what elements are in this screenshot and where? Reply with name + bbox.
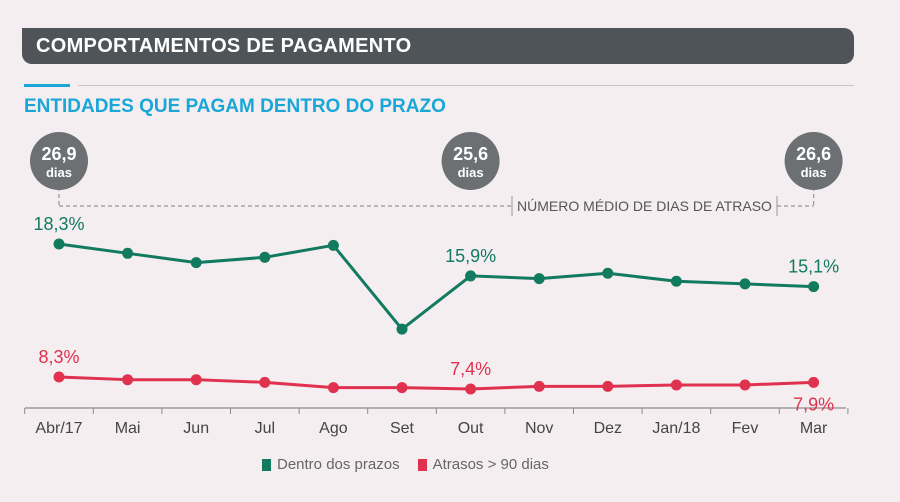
data-point-red bbox=[190, 374, 202, 386]
section-title: COMPORTAMENTOS DE PAGAMENTO bbox=[36, 34, 412, 57]
x-tick-label: Fev bbox=[732, 420, 759, 437]
x-tick-label: Mar bbox=[800, 420, 828, 437]
legend-swatch-red bbox=[417, 458, 427, 471]
data-point-green bbox=[739, 278, 751, 290]
series-line-red bbox=[58, 375, 814, 391]
data-point-green bbox=[465, 270, 477, 282]
data-point-red bbox=[259, 376, 271, 388]
avg-days-badge-1 bbox=[441, 132, 500, 190]
avg-days-badge-unit-1: dias bbox=[458, 165, 484, 180]
x-tick-label: Jun bbox=[183, 420, 209, 437]
data-point-red bbox=[808, 376, 820, 388]
x-tick-label: Dez bbox=[594, 420, 622, 437]
data-label-red: 7,9% bbox=[793, 394, 834, 414]
x-tick-label: Set bbox=[390, 420, 415, 437]
data-point-green bbox=[602, 267, 614, 279]
data-point-green bbox=[808, 281, 820, 293]
x-tick-label: Abr/17 bbox=[35, 420, 82, 437]
x-tick-label: Out bbox=[458, 420, 484, 437]
data-point-red bbox=[122, 374, 134, 386]
data-point-red bbox=[465, 383, 477, 395]
legend-swatch-green bbox=[262, 458, 271, 471]
series-line-green bbox=[58, 242, 814, 331]
chart-subtitle: ENTIDADES QUE PAGAM DENTRO DO PRAZO bbox=[24, 96, 446, 117]
x-tick-label: Jan/18 bbox=[652, 420, 700, 437]
section-header-bar: COMPORTAMENTOS DE PAGAMENTO bbox=[22, 28, 854, 64]
legend-item-red: Atrasos > 90 dias bbox=[417, 456, 549, 473]
x-tick-label: Ago bbox=[319, 420, 348, 437]
data-point-red bbox=[533, 380, 545, 392]
data-point-green bbox=[53, 238, 65, 250]
data-point-red bbox=[602, 380, 614, 392]
data-label-red: 8,3% bbox=[38, 347, 79, 367]
data-point-green bbox=[533, 273, 545, 285]
legend-label-green: Dentro dos prazos bbox=[277, 456, 400, 473]
avg-days-badge-value-2: 26,6 bbox=[796, 144, 831, 164]
x-tick-label: Jul bbox=[255, 420, 275, 437]
data-point-red bbox=[739, 379, 751, 391]
subtitle-rule bbox=[78, 85, 854, 86]
data-point-green bbox=[670, 275, 682, 287]
data-label-green: 15,9% bbox=[445, 246, 496, 266]
data-label-green: 18,3% bbox=[33, 214, 84, 234]
avg-days-badge-unit-0: dias bbox=[46, 165, 72, 180]
data-point-red bbox=[396, 382, 408, 394]
data-point-green bbox=[122, 247, 134, 259]
subtitle-accent-rule bbox=[24, 84, 70, 87]
avg-days-annotation: NÚMERO MÉDIO DE DIAS DE ATRASO bbox=[517, 198, 772, 214]
data-point-red bbox=[53, 371, 65, 383]
data-point-green bbox=[190, 257, 202, 269]
data-point-green bbox=[327, 239, 339, 251]
avg-days-badge-2 bbox=[784, 132, 843, 190]
avg-days-badge-value-0: 26,9 bbox=[41, 144, 76, 164]
avg-days-badge-unit-2: dias bbox=[801, 165, 827, 180]
x-tick-label: Nov bbox=[525, 420, 553, 437]
legend-item-green: Dentro dos prazos bbox=[262, 456, 400, 473]
data-point-red bbox=[327, 382, 339, 394]
data-point-green bbox=[259, 251, 271, 263]
data-point-red bbox=[670, 379, 682, 391]
data-label-green: 15,1% bbox=[788, 257, 839, 277]
legend-label-red: Atrasos > 90 dias bbox=[432, 456, 549, 473]
data-point-green bbox=[396, 323, 408, 335]
x-tick-label: Mai bbox=[115, 420, 141, 437]
avg-days-badge-value-1: 25,6 bbox=[453, 144, 488, 164]
data-label-red: 7,4% bbox=[450, 359, 491, 379]
chart-legend: Dentro dos prazos Atrasos > 90 dias bbox=[262, 456, 549, 473]
avg-days-badge-0 bbox=[30, 132, 88, 190]
